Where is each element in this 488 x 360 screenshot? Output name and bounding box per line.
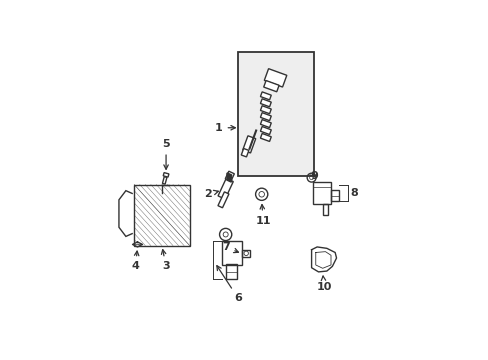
Text: 6: 6	[216, 266, 242, 303]
Text: 9: 9	[309, 171, 318, 181]
Text: 8: 8	[350, 188, 358, 198]
Text: 5: 5	[162, 139, 169, 169]
Bar	[322, 204, 327, 215]
Bar	[225, 264, 236, 279]
Polygon shape	[226, 179, 231, 182]
Bar	[312, 182, 330, 204]
Polygon shape	[218, 178, 233, 199]
Polygon shape	[241, 148, 248, 157]
Polygon shape	[260, 126, 271, 135]
Polygon shape	[263, 81, 279, 92]
Bar	[238, 51, 314, 176]
Text: 11: 11	[255, 204, 270, 226]
Polygon shape	[162, 177, 166, 184]
Polygon shape	[260, 134, 271, 141]
Polygon shape	[260, 92, 271, 100]
Polygon shape	[242, 136, 255, 153]
Polygon shape	[264, 69, 286, 87]
Polygon shape	[225, 171, 234, 181]
Polygon shape	[226, 173, 231, 176]
Bar	[330, 190, 339, 201]
Text: 2: 2	[203, 189, 218, 199]
Text: 3: 3	[161, 249, 169, 271]
Text: 1: 1	[214, 123, 235, 133]
Bar	[134, 185, 189, 246]
Polygon shape	[226, 177, 231, 180]
Polygon shape	[260, 113, 271, 121]
Text: 7: 7	[222, 242, 238, 253]
Bar	[221, 242, 242, 265]
Polygon shape	[218, 192, 228, 208]
Polygon shape	[163, 172, 168, 177]
Polygon shape	[260, 99, 271, 107]
Polygon shape	[260, 120, 271, 127]
Text: 10: 10	[316, 276, 331, 292]
Polygon shape	[226, 175, 231, 178]
Bar	[242, 250, 249, 257]
Polygon shape	[260, 106, 271, 114]
Text: 4: 4	[131, 251, 139, 271]
